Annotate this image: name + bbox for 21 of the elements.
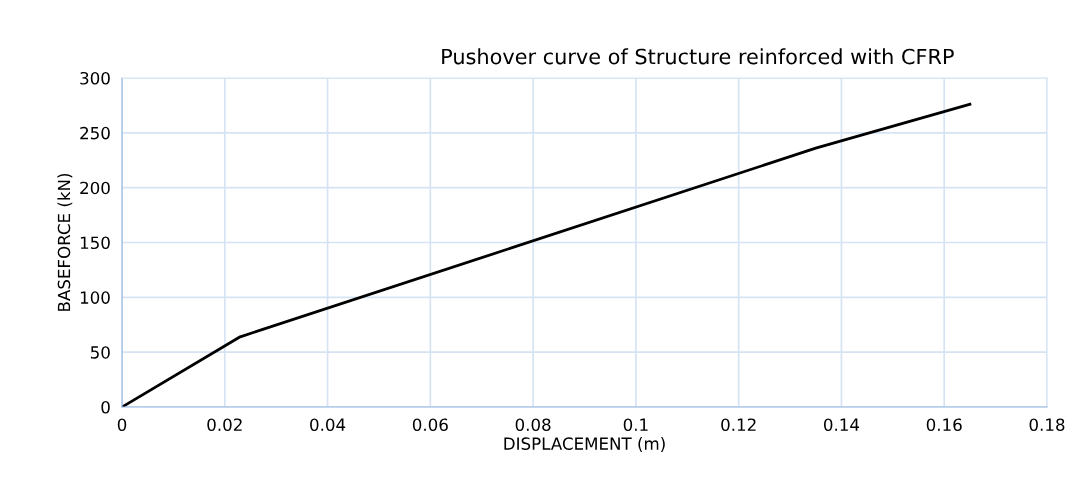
x-tick-label: 0.14: [823, 418, 860, 432]
line-series: [122, 102, 972, 407]
y-tick-label: 150: [80, 236, 110, 250]
x-tick-label: 0.16: [926, 418, 962, 432]
x-tick-label: 0.12: [721, 418, 756, 432]
y-tick-label: 100: [80, 291, 110, 304]
y-tick-label: 200: [80, 181, 110, 195]
x-tick-label: 0.18: [1029, 418, 1065, 432]
y-tick-label: 0: [101, 400, 110, 414]
y-tick-label: 250: [80, 126, 110, 140]
x-tick-label: 0.02: [207, 418, 242, 432]
x-axis-title: DISPLACEMENT (m): [504, 437, 665, 452]
y-tick-label: 50: [90, 346, 110, 359]
y-tick-label: 300: [80, 71, 110, 85]
x-tick-label: 0: [117, 418, 127, 432]
y-axis-title: BASEFORCE (kN): [57, 173, 73, 311]
x-tick-label: 0.1: [623, 418, 648, 432]
x-tick-label: 0.08: [515, 418, 551, 432]
chart-title: Pushover curve of Structure reinforced with CFRP: [442, 48, 954, 65]
x-tick-label: 0.04: [310, 418, 346, 432]
x-tick-label: 0.06: [412, 418, 448, 432]
